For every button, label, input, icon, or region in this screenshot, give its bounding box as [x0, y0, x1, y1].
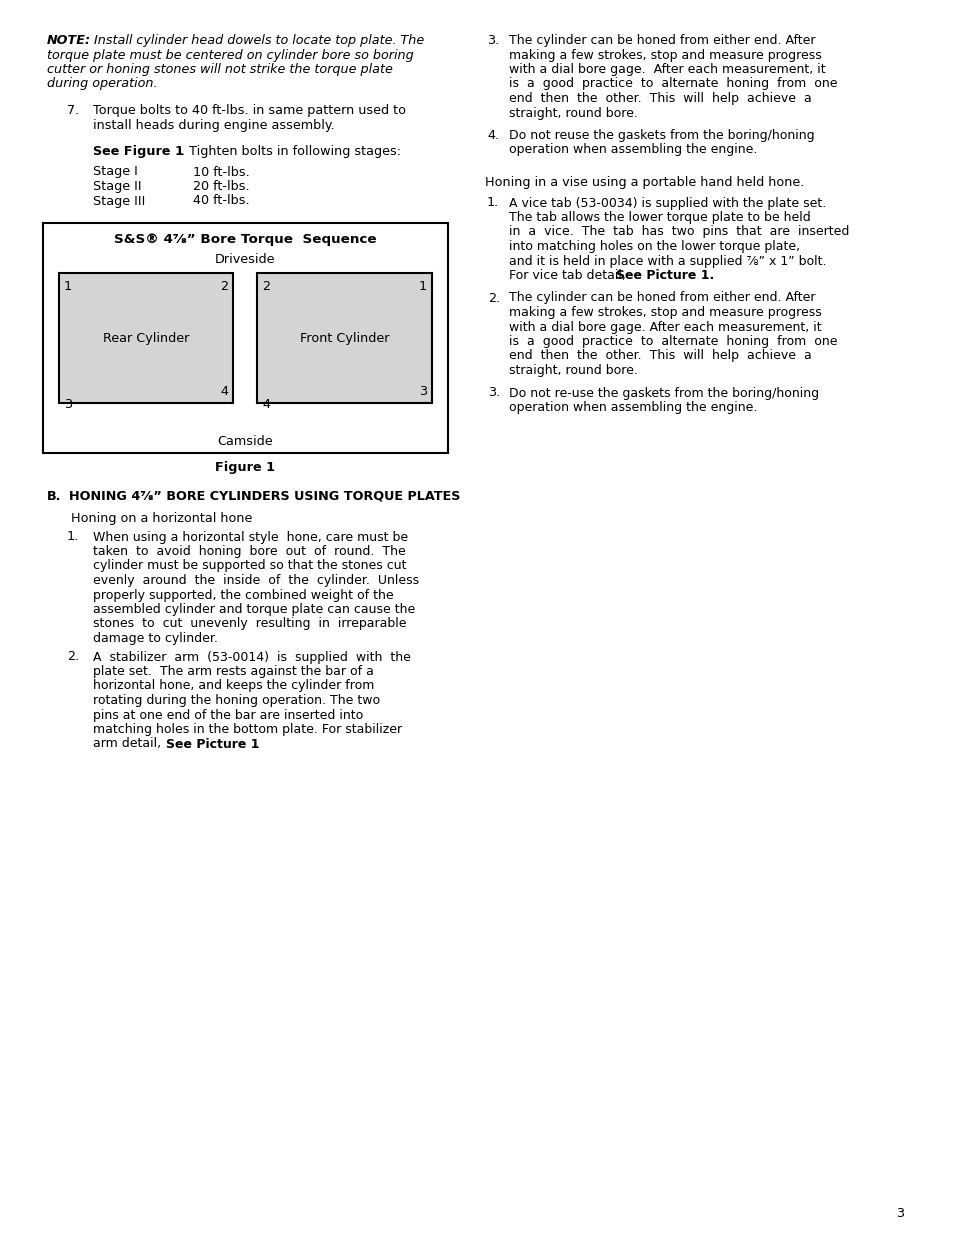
Text: The tab allows the lower torque plate to be held: The tab allows the lower torque plate to… — [509, 211, 810, 224]
Text: evenly  around  the  inside  of  the  cylinder.  Unless: evenly around the inside of the cylinder… — [92, 574, 418, 587]
Text: 1: 1 — [418, 280, 427, 293]
Text: Install cylinder head dowels to locate top plate. The: Install cylinder head dowels to locate t… — [90, 35, 424, 47]
Text: end  then  the  other.  This  will  help  achieve  a: end then the other. This will help achie… — [509, 350, 811, 363]
Text: Rear Cylinder: Rear Cylinder — [103, 332, 190, 345]
Text: .: . — [251, 737, 254, 751]
Text: plate set.  The arm rests against the bar of a: plate set. The arm rests against the bar… — [92, 664, 374, 678]
Text: Do not reuse the gaskets from the boring/honing: Do not reuse the gaskets from the boring… — [509, 128, 814, 142]
Text: 2: 2 — [220, 280, 229, 293]
Text: pins at one end of the bar are inserted into: pins at one end of the bar are inserted … — [92, 709, 363, 721]
Text: in  a  vice.  The  tab  has  two  pins  that  are  inserted: in a vice. The tab has two pins that are… — [509, 226, 848, 238]
Text: Honing in a vise using a portable hand held hone.: Honing in a vise using a portable hand h… — [484, 177, 803, 189]
Text: 1.: 1. — [486, 196, 498, 210]
Text: NOTE:: NOTE: — [47, 35, 91, 47]
Text: When using a horizontal style  hone, care must be: When using a horizontal style hone, care… — [92, 531, 408, 543]
Text: matching holes in the bottom plate. For stabilizer: matching holes in the bottom plate. For … — [92, 722, 402, 736]
Text: The cylinder can be honed from either end. After: The cylinder can be honed from either en… — [509, 291, 815, 305]
Text: assembled cylinder and torque plate can cause the: assembled cylinder and torque plate can … — [92, 603, 415, 616]
Text: and it is held in place with a supplied ⅞” x 1” bolt.: and it is held in place with a supplied … — [509, 254, 825, 268]
Text: The cylinder can be honed from either end. After: The cylinder can be honed from either en… — [509, 35, 815, 47]
Text: 4.: 4. — [486, 128, 498, 142]
Text: 3: 3 — [895, 1207, 903, 1220]
Text: 2: 2 — [262, 280, 271, 293]
Text: For vice tab detail,: For vice tab detail, — [509, 269, 629, 282]
Text: install heads during engine assembly.: install heads during engine assembly. — [92, 119, 335, 131]
Text: Stage II: Stage II — [92, 180, 141, 193]
Text: Stage III: Stage III — [92, 194, 145, 207]
Bar — [43, 224, 448, 453]
Text: horizontal hone, and keeps the cylinder from: horizontal hone, and keeps the cylinder … — [92, 679, 374, 693]
Text: 7.: 7. — [67, 104, 79, 117]
Text: See Figure 1: See Figure 1 — [92, 144, 184, 158]
Text: A vice tab (53-0034) is supplied with the plate set.: A vice tab (53-0034) is supplied with th… — [509, 196, 825, 210]
Text: 2.: 2. — [67, 651, 79, 663]
Text: during operation.: during operation. — [47, 78, 157, 90]
Text: is  a  good  practice  to  alternate  honing  from  one: is a good practice to alternate honing f… — [509, 78, 837, 90]
Text: See Picture 1: See Picture 1 — [166, 737, 259, 751]
Text: taken  to  avoid  honing  bore  out  of  round.  The: taken to avoid honing bore out of round.… — [92, 545, 405, 558]
Text: damage to cylinder.: damage to cylinder. — [92, 632, 217, 645]
Text: end  then  the  other.  This  will  help  achieve  a: end then the other. This will help achie… — [509, 91, 811, 105]
Text: A  stabilizer  arm  (53-0014)  is  supplied  with  the: A stabilizer arm (53-0014) is supplied w… — [92, 651, 411, 663]
Text: Stage I: Stage I — [92, 165, 138, 179]
Text: 1: 1 — [64, 280, 72, 293]
Text: straight, round bore.: straight, round bore. — [509, 364, 638, 377]
Text: with a dial bore gage. After each measurement, it: with a dial bore gage. After each measur… — [509, 321, 821, 333]
Text: 4: 4 — [220, 385, 229, 398]
Text: properly supported, the combined weight of the: properly supported, the combined weight … — [92, 589, 394, 601]
Text: making a few strokes, stop and measure progress: making a few strokes, stop and measure p… — [509, 306, 821, 319]
Text: 3.: 3. — [488, 387, 499, 399]
Text: into matching holes on the lower torque plate,: into matching holes on the lower torque … — [509, 240, 800, 253]
Text: stones  to  cut  unevenly  resulting  in  irreparable: stones to cut unevenly resulting in irre… — [92, 618, 406, 631]
Text: 4: 4 — [262, 398, 271, 411]
Text: 3: 3 — [418, 385, 427, 398]
Text: 3: 3 — [64, 398, 72, 411]
Text: Honing on a horizontal hone: Honing on a horizontal hone — [71, 513, 253, 525]
Text: arm detail,: arm detail, — [92, 737, 165, 751]
Text: Front Cylinder: Front Cylinder — [299, 332, 389, 345]
Text: rotating during the honing operation. The two: rotating during the honing operation. Th… — [92, 694, 379, 706]
Text: 3.: 3. — [486, 35, 498, 47]
Text: S&S® 4⅞” Bore Torque  Sequence: S&S® 4⅞” Bore Torque Sequence — [114, 233, 376, 246]
Text: Driveside: Driveside — [215, 253, 275, 266]
Text: cutter or honing stones will not strike the torque plate: cutter or honing stones will not strike … — [47, 63, 393, 77]
Text: . Tighten bolts in following stages:: . Tighten bolts in following stages: — [181, 144, 400, 158]
Bar — [59, 273, 233, 403]
Text: is  a  good  practice  to  alternate  honing  from  one: is a good practice to alternate honing f… — [509, 335, 837, 348]
Text: 2.: 2. — [488, 291, 499, 305]
Text: operation when assembling the engine.: operation when assembling the engine. — [509, 143, 757, 157]
Bar — [257, 273, 432, 403]
Text: Do not re-use the gaskets from the boring/honing: Do not re-use the gaskets from the borin… — [509, 387, 819, 399]
Text: 1.: 1. — [67, 531, 79, 543]
Text: Camside: Camside — [217, 435, 273, 448]
Text: B.: B. — [47, 489, 61, 503]
Text: 20 ft-lbs.: 20 ft-lbs. — [193, 180, 250, 193]
Text: torque plate must be centered on cylinder bore so boring: torque plate must be centered on cylinde… — [47, 48, 414, 62]
Text: operation when assembling the engine.: operation when assembling the engine. — [509, 401, 757, 414]
Text: Figure 1: Figure 1 — [215, 461, 275, 474]
Text: 40 ft-lbs.: 40 ft-lbs. — [193, 194, 250, 207]
Text: 10 ft-lbs.: 10 ft-lbs. — [193, 165, 250, 179]
Text: Torque bolts to 40 ft-lbs. in same pattern used to: Torque bolts to 40 ft-lbs. in same patte… — [92, 104, 406, 117]
Text: HONING 4⅞” BORE CYLINDERS USING TORQUE PLATES: HONING 4⅞” BORE CYLINDERS USING TORQUE P… — [69, 489, 460, 503]
Text: making a few strokes, stop and measure progress: making a few strokes, stop and measure p… — [509, 48, 821, 62]
Text: cylinder must be supported so that the stones cut: cylinder must be supported so that the s… — [92, 559, 406, 573]
Text: with a dial bore gage.  After each measurement, it: with a dial bore gage. After each measur… — [509, 63, 824, 77]
Text: straight, round bore.: straight, round bore. — [509, 106, 638, 120]
Text: See Picture 1.: See Picture 1. — [616, 269, 714, 282]
